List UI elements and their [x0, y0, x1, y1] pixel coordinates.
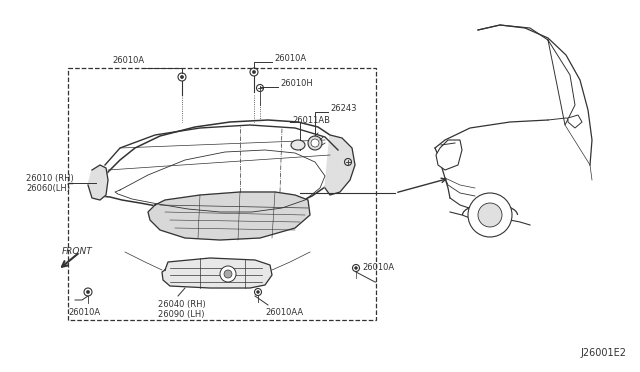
- Text: 26060(LH): 26060(LH): [26, 183, 70, 192]
- Circle shape: [180, 76, 184, 78]
- Text: 26010AA: 26010AA: [265, 308, 303, 317]
- Circle shape: [355, 267, 357, 269]
- Polygon shape: [436, 140, 462, 170]
- Ellipse shape: [291, 140, 305, 150]
- Circle shape: [220, 266, 236, 282]
- Text: 26010A: 26010A: [68, 308, 100, 317]
- Text: 26010A: 26010A: [274, 54, 306, 62]
- Text: 26243: 26243: [330, 103, 356, 112]
- Text: 26010A: 26010A: [362, 263, 394, 273]
- Text: 26010 (RH): 26010 (RH): [26, 173, 74, 183]
- Polygon shape: [148, 192, 310, 240]
- Polygon shape: [88, 165, 108, 200]
- Circle shape: [252, 70, 255, 74]
- Circle shape: [224, 270, 232, 278]
- Circle shape: [478, 203, 502, 227]
- Text: 26010A: 26010A: [113, 55, 145, 64]
- Text: 26090 (LH): 26090 (LH): [158, 310, 205, 319]
- Text: 26040 (RH): 26040 (RH): [158, 300, 205, 309]
- Text: 26010H: 26010H: [280, 78, 313, 87]
- Text: 26011AB: 26011AB: [292, 115, 330, 125]
- Polygon shape: [96, 120, 340, 213]
- Polygon shape: [162, 258, 272, 288]
- Text: J26001E2: J26001E2: [580, 348, 626, 358]
- Text: FRONT: FRONT: [62, 247, 93, 256]
- Polygon shape: [568, 115, 582, 128]
- Circle shape: [257, 291, 259, 294]
- Polygon shape: [325, 135, 355, 195]
- Circle shape: [86, 291, 90, 294]
- Circle shape: [311, 139, 319, 147]
- Circle shape: [468, 193, 512, 237]
- Circle shape: [308, 136, 322, 150]
- Bar: [68, 68, 376, 320]
